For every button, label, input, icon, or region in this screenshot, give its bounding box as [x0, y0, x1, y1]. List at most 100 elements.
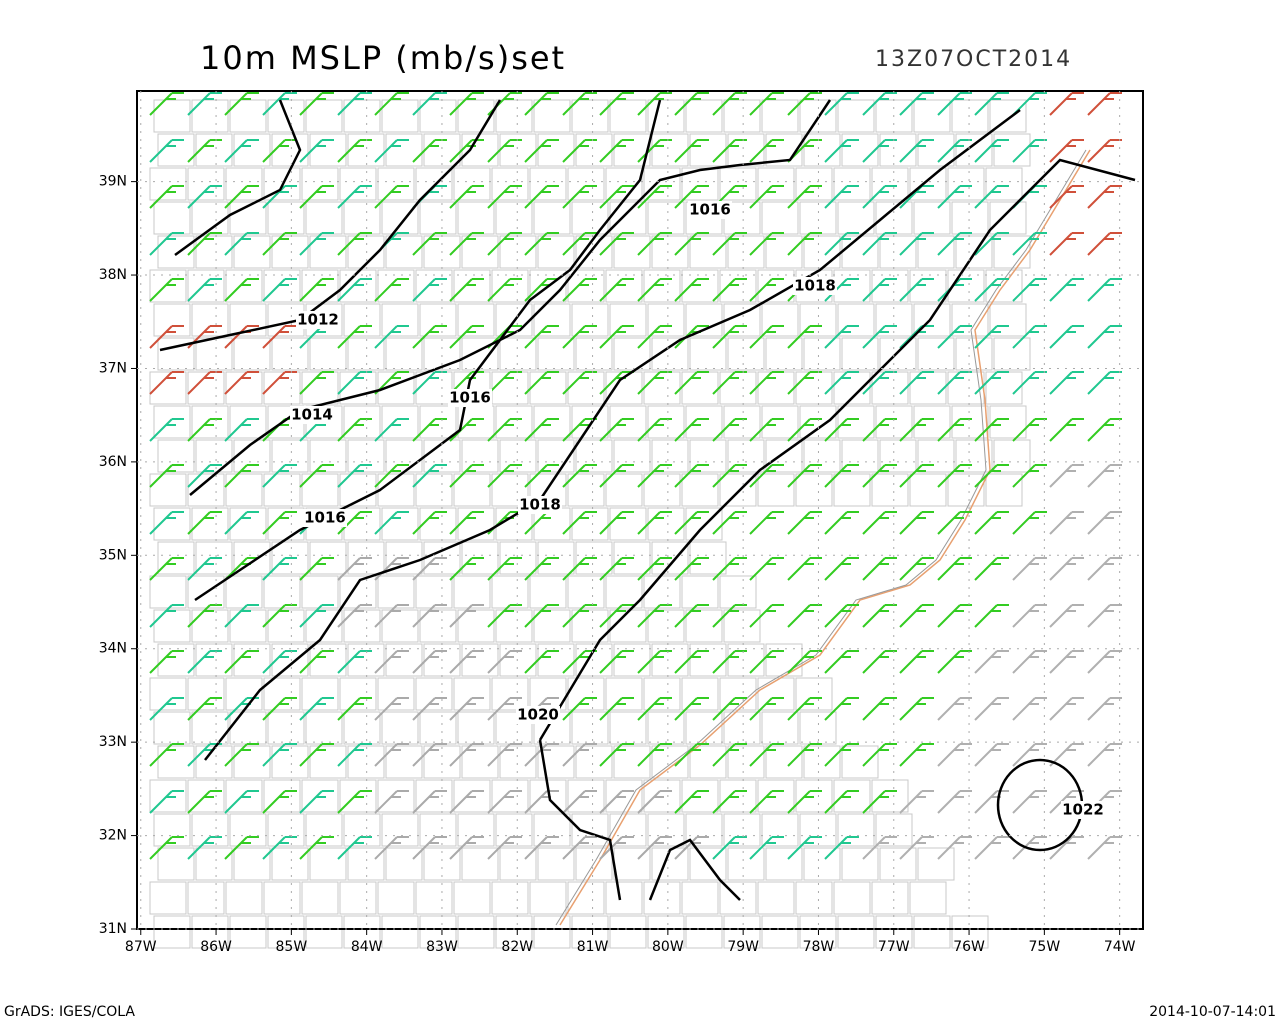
county	[195, 337, 233, 371]
county	[301, 473, 339, 507]
county	[537, 643, 575, 677]
county	[339, 779, 377, 813]
county	[841, 847, 879, 881]
county	[499, 133, 537, 167]
wind-barb	[412, 418, 447, 442]
wind-barb	[1049, 325, 1084, 349]
county	[305, 201, 343, 235]
wind-barb	[787, 511, 822, 535]
county	[415, 473, 453, 507]
county	[157, 133, 195, 167]
lon-tick-label: 84W	[351, 939, 383, 955]
county	[605, 881, 643, 915]
lon-tick-label: 85W	[276, 939, 308, 955]
wind-barb	[824, 325, 859, 349]
wind-barb	[787, 92, 822, 116]
wind-barb	[1012, 325, 1047, 349]
lat-tick-label: 37N	[99, 360, 127, 376]
wind-barb	[637, 743, 672, 767]
county	[461, 337, 499, 371]
wind-barb	[562, 185, 597, 209]
wind-barb	[262, 371, 297, 395]
wind-barb	[862, 464, 897, 488]
county	[225, 167, 263, 201]
wind-barb	[599, 92, 634, 116]
county	[381, 303, 419, 337]
wind-barb	[787, 139, 822, 163]
wind-barb	[487, 557, 522, 581]
wind-barb	[824, 790, 859, 814]
wind-barb	[749, 511, 784, 535]
county	[149, 269, 187, 303]
county	[795, 473, 833, 507]
county	[453, 167, 491, 201]
county	[153, 711, 191, 745]
wind-barb	[599, 278, 634, 302]
county	[795, 677, 833, 711]
wind-barb	[412, 371, 447, 395]
county	[191, 303, 229, 337]
county	[719, 371, 757, 405]
wind-barb	[824, 836, 859, 860]
county	[567, 269, 605, 303]
county	[491, 677, 529, 711]
wind-barb	[712, 371, 747, 395]
county	[157, 643, 195, 677]
county	[453, 881, 491, 915]
label-background	[296, 311, 340, 329]
county	[491, 779, 529, 813]
wind-barb	[862, 185, 897, 209]
wind-barb	[674, 604, 709, 628]
wind-barb	[224, 743, 259, 767]
county	[153, 609, 191, 643]
county	[377, 575, 415, 609]
wind-barb	[524, 511, 559, 535]
wind-barb	[412, 557, 447, 581]
lon-tick-label: 82W	[501, 939, 533, 955]
county	[609, 303, 647, 337]
wind-barb	[937, 464, 972, 488]
wind-barb	[862, 650, 897, 674]
wind-barb	[937, 836, 972, 860]
county	[689, 847, 727, 881]
wind-barb	[412, 139, 447, 163]
wind-barb	[1049, 418, 1084, 442]
county	[343, 711, 381, 745]
county	[225, 779, 263, 813]
county	[719, 677, 757, 711]
county	[461, 847, 499, 881]
wind-barb	[487, 418, 522, 442]
wind-barb	[187, 557, 222, 581]
county	[419, 915, 457, 949]
county	[499, 847, 537, 881]
wind-barb	[1012, 650, 1047, 674]
county	[985, 473, 1023, 507]
county	[385, 337, 423, 371]
wind-barb	[862, 278, 897, 302]
county	[385, 847, 423, 881]
county	[681, 881, 719, 915]
wind-barb	[337, 139, 372, 163]
wind-barb	[149, 232, 184, 256]
county	[419, 303, 457, 337]
wind-barb	[412, 604, 447, 628]
county	[837, 405, 875, 439]
county	[263, 881, 301, 915]
county	[567, 881, 605, 915]
wind-barb	[374, 836, 409, 860]
wind-barb	[862, 836, 897, 860]
contour-label: 1018	[519, 496, 561, 514]
county	[499, 235, 537, 269]
county	[461, 745, 499, 779]
wind-barb	[824, 511, 859, 535]
county	[571, 813, 609, 847]
county	[647, 201, 685, 235]
county	[267, 711, 305, 745]
county	[955, 439, 993, 473]
county	[343, 915, 381, 949]
county	[681, 779, 719, 813]
county	[647, 405, 685, 439]
county	[309, 643, 347, 677]
wind-barb	[149, 418, 184, 442]
county	[263, 269, 301, 303]
